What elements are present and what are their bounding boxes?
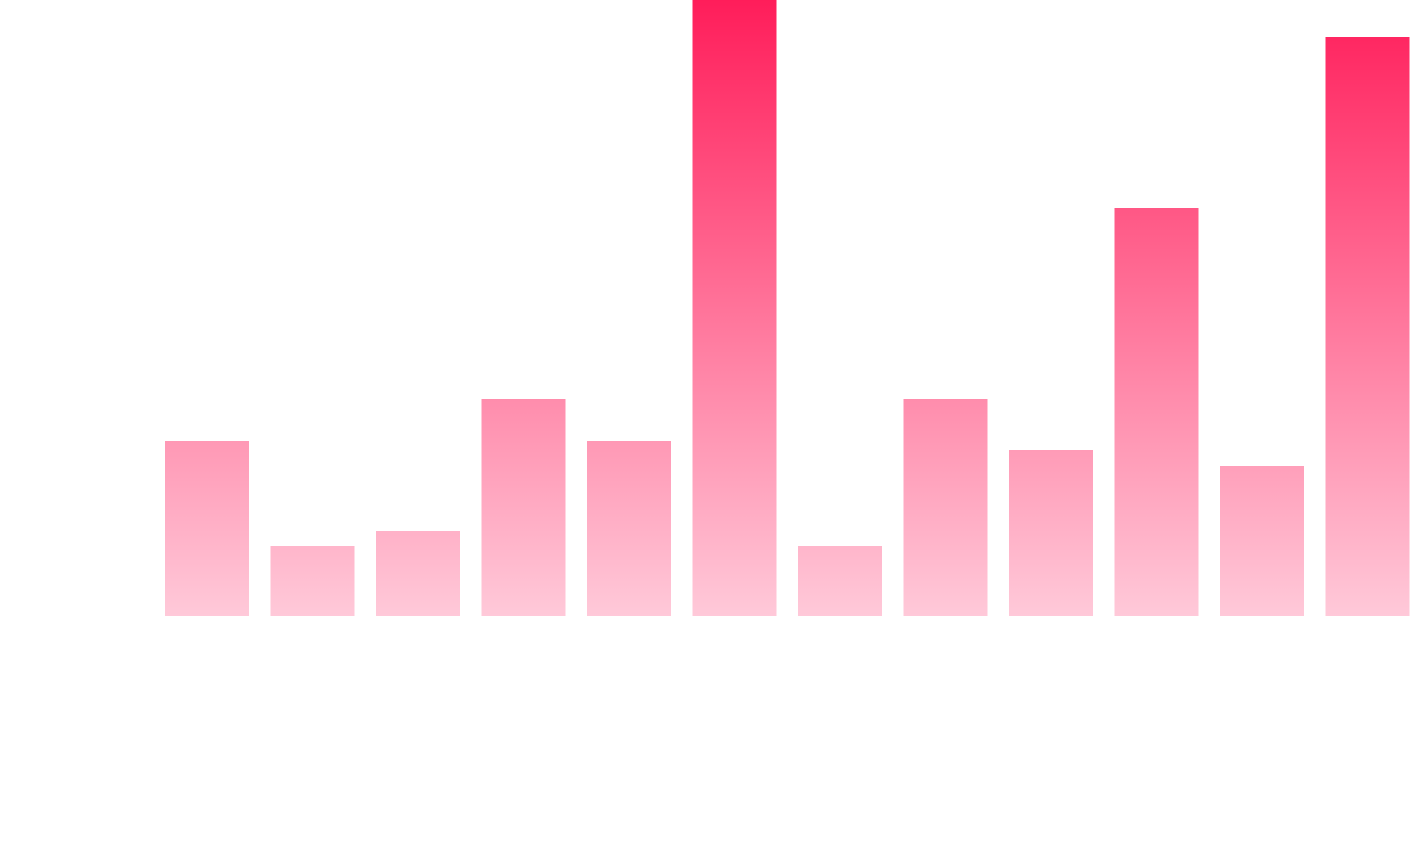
bar — [798, 546, 882, 616]
bar — [587, 441, 671, 616]
bar — [1325, 37, 1410, 616]
bar — [165, 441, 249, 616]
bar — [481, 399, 566, 616]
bar — [1009, 450, 1093, 616]
bar — [376, 531, 460, 616]
bar — [692, 0, 777, 616]
bar — [1114, 208, 1199, 616]
bar — [1220, 466, 1304, 616]
bar — [903, 399, 988, 616]
bar — [270, 546, 355, 616]
